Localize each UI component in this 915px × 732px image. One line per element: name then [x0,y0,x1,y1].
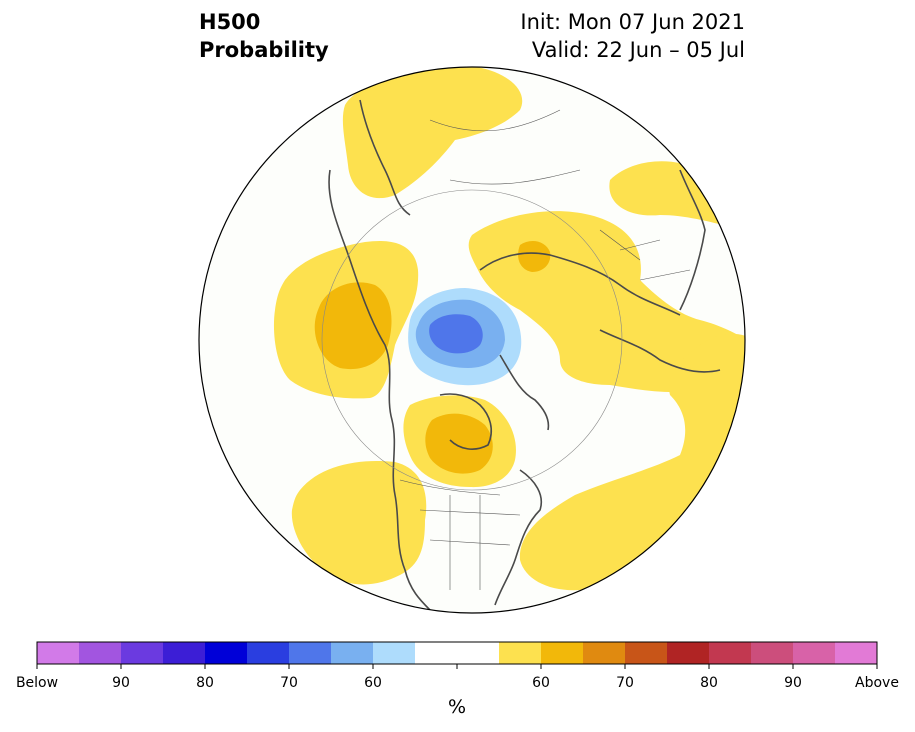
product-title: Probability [199,38,329,62]
colorbar-cell [163,642,206,664]
coast-scandinavia [599,329,721,373]
colorbar-cell [709,642,752,664]
latitude-circle [321,189,623,491]
probability-shading [273,67,745,591]
colorbar-tick-label: 60 [532,675,550,691]
colorbar-cell [583,642,626,664]
colorbar-cell [793,642,836,664]
colorbar-tick-label: 80 [196,675,214,691]
colorbar-unit: % [447,696,467,718]
colorbar-cell [37,642,80,664]
coast-greenland [499,354,550,431]
coast-eurasia-north [479,252,681,316]
colorbar-tick-label: 70 [280,675,298,691]
colorbar-cell [457,642,500,664]
above-core-canada [425,413,493,474]
colorbar-cell [289,642,332,664]
colorbar-cell [205,642,248,664]
polar-map [198,66,746,614]
init-date: Init: Mon 07 Jun 2021 [520,10,745,34]
above-region-nw-pacific [342,67,522,199]
border-asia [429,109,581,185]
colorbar-tick-label: Below [15,675,59,691]
colorbar-ticks [36,664,878,669]
colorbar-cell [499,642,542,664]
colorbar-tick-label: 60 [364,675,382,691]
colorbar-tick-label: 90 [112,675,130,691]
coast-east-asia [359,99,411,216]
coast-hudson-bay [439,393,492,450]
above-core-siberia [518,240,551,272]
coastlines [328,99,721,611]
colorbar-cell [541,642,584,664]
colorbar-cell [835,642,878,664]
colorbar-cell [331,642,374,664]
globe-outline [198,66,746,614]
colorbar-tick-label: 90 [784,675,802,691]
colorbar-tick-label: 80 [700,675,718,691]
colorbar-cell [625,642,668,664]
coast-north-america-east [494,469,542,606]
above-region-western-us [291,460,427,585]
colorbar-cell [415,642,458,664]
colorbar-cell [121,642,164,664]
colorbar-cell [751,642,794,664]
coast-europe [679,169,706,311]
colorbar-cells [37,642,878,664]
border-us-canada [399,479,501,496]
colorbar [36,641,878,669]
coast-north-america-west [328,169,431,611]
political-borders [321,109,691,590]
variable-title: H500 [199,10,261,34]
colorbar-cell [247,642,290,664]
title-block-left: H500 Probability [199,8,329,64]
valid-period: Valid: 22 Jun – 05 Jul [531,38,745,62]
border-europe [599,229,691,281]
colorbar-tick-label: Above [855,675,899,691]
colorbar-cell [373,642,416,664]
colorbar-tick-label: 70 [616,675,634,691]
above-region-europe [609,161,745,230]
below-core-arctic-70 [429,314,483,354]
title-block-right: Init: Mon 07 Jun 2021 Valid: 22 Jun – 05… [520,8,745,64]
colorbar-cell [667,642,710,664]
above-core-west-pacific [314,282,392,370]
border-us-states [419,495,521,590]
above-region-atlantic [519,333,745,591]
colorbar-cell [79,642,122,664]
